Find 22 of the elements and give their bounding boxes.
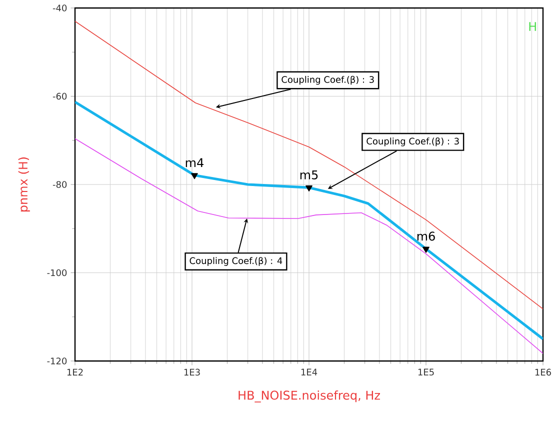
y-tick-label: -100: [47, 269, 67, 276]
y-axis-title: pnmx (H): [18, 157, 30, 212]
y-tick-label: -120: [47, 358, 67, 364]
point: [306, 185, 312, 192]
annotation: Coupling Coef.(β) : 3: [366, 138, 459, 146]
annotation: Coupling Coef.(β) : 3: [282, 76, 374, 85]
y-tick-label: -40: [52, 4, 67, 12]
y-tick-label: -80: [52, 181, 67, 188]
y-tick-label: -60: [52, 92, 67, 100]
x-tick-label: 1E3: [184, 368, 200, 376]
x-tick-label: 1E2: [67, 368, 83, 376]
annotation: m5: [300, 170, 318, 180]
x-tick-label: 1E4: [301, 368, 318, 376]
x-tick-label: 1E5: [418, 368, 434, 376]
point: [191, 173, 198, 180]
annotation: m6: [417, 232, 435, 241]
annotation: m4: [186, 158, 204, 168]
x-tick-label: 1E6: [535, 368, 552, 376]
point: [422, 246, 430, 253]
annotation: Coupling Coef.(β) : 4: [190, 257, 282, 266]
x-axis-title: HB_NOISE.noisefreq, Hz: [238, 390, 380, 402]
annotation: H: [529, 22, 536, 31]
